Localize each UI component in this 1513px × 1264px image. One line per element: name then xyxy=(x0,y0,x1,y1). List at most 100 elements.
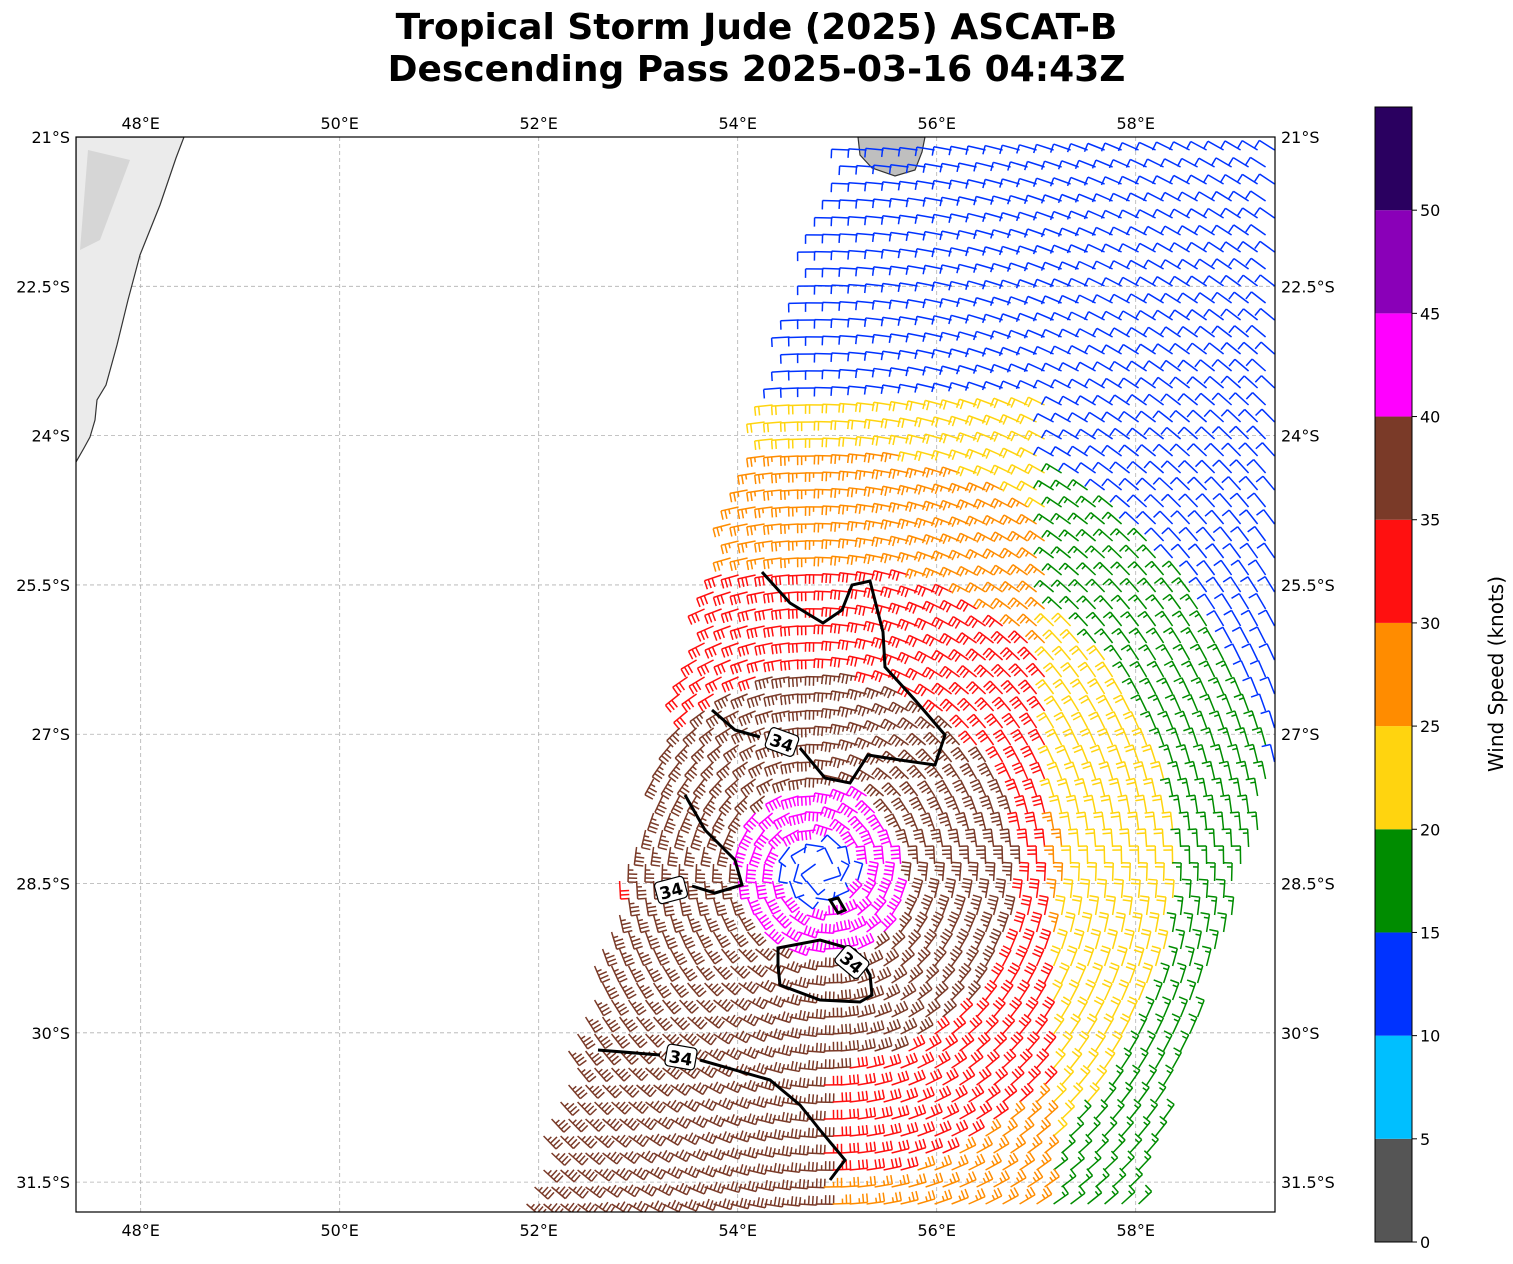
wind-barb xyxy=(1230,610,1242,627)
wind-barb-flag xyxy=(1022,652,1031,660)
wind-barb xyxy=(1022,613,1038,627)
wind-barb-flag xyxy=(942,501,948,511)
wind-barb xyxy=(1165,393,1182,406)
wind-barb-flag xyxy=(1035,679,1044,686)
wind-barb xyxy=(1108,544,1123,559)
wind-barb-flag xyxy=(1117,277,1124,286)
wind-barb-flag xyxy=(730,700,736,710)
wind-barb-flag xyxy=(821,641,824,651)
wind-barb-flag xyxy=(1194,459,1203,468)
wind-barb-flag xyxy=(741,475,744,485)
wind-barb xyxy=(1191,275,1208,287)
wind-barb-flag xyxy=(1091,159,1097,169)
wind-barb xyxy=(1111,678,1123,695)
wind-barb-flag xyxy=(1033,613,1042,621)
wind-barb-flag xyxy=(914,214,918,224)
wind-barb-flag xyxy=(855,488,858,494)
wind-barb-flag xyxy=(880,384,884,395)
wind-barb-flag xyxy=(1033,601,1038,607)
wind-barb-flag xyxy=(1023,463,1030,473)
wind-barb xyxy=(681,693,698,705)
wind-barb-flag xyxy=(1212,811,1222,814)
wind-barb-flag xyxy=(733,595,738,605)
wind-barb-flag xyxy=(1015,346,1021,356)
wind-barb-flag xyxy=(1254,274,1261,283)
wind-barb xyxy=(1220,559,1233,576)
wind-barb-flag xyxy=(965,247,969,257)
wind-barb-flag xyxy=(873,849,883,852)
wind-barb-flag xyxy=(1067,479,1074,488)
wind-barb-flag xyxy=(1010,398,1016,408)
wind-barb-flag xyxy=(846,655,850,666)
wind-barb xyxy=(941,297,960,304)
wind-barb-flag xyxy=(1228,899,1234,902)
wind-barb-flag xyxy=(880,553,884,563)
wind-barb-flag xyxy=(1117,176,1123,185)
wind-barb-flag xyxy=(1177,359,1184,368)
wind-barb-flag xyxy=(729,715,735,724)
wind-barb-flag xyxy=(1113,694,1122,700)
wind-barb-flag xyxy=(1167,597,1173,602)
wind-barb-flag xyxy=(1230,559,1239,566)
wind-barb-flag xyxy=(887,656,892,666)
wind-barb-flag xyxy=(981,535,986,542)
wind-barb-flag xyxy=(917,685,924,695)
wind-barb-flag xyxy=(1187,543,1196,551)
wind-barb-flag xyxy=(1015,245,1021,255)
wind-barb xyxy=(1029,563,1046,576)
wind-barb xyxy=(1028,496,1045,508)
wind-barb-flag xyxy=(1083,143,1089,153)
wind-barb xyxy=(1212,576,1225,593)
wind-barb-flag xyxy=(1245,291,1253,300)
wind-barb-flag xyxy=(935,861,945,864)
wind-barb-flag xyxy=(669,737,677,745)
wind-barb-flag xyxy=(1169,476,1178,485)
wind-barb-flag xyxy=(945,603,952,613)
wind-barb-flag xyxy=(1237,308,1245,317)
wind-barb-flag xyxy=(1015,480,1022,490)
wind-barb-flag xyxy=(971,719,980,727)
wind-barb-flag xyxy=(883,708,887,714)
wind-barb-flag xyxy=(1135,477,1143,486)
wind-barb-flag xyxy=(691,731,696,737)
wind-barb-flag xyxy=(1254,375,1263,383)
wind-barb-flag xyxy=(1017,836,1027,839)
wind-barb-flag xyxy=(1126,527,1135,536)
wind-barb-flag xyxy=(863,317,867,327)
wind-barb xyxy=(1113,360,1130,372)
wind-barb-flag xyxy=(951,861,962,864)
wind-barb-flag xyxy=(854,638,858,648)
wind-barb-flag xyxy=(922,231,926,241)
wind-barb-flag xyxy=(1164,882,1174,885)
wind-barb-flag xyxy=(867,487,871,497)
wind-barb xyxy=(924,230,943,236)
wind-barb-flag xyxy=(694,612,700,622)
wind-barb-flag xyxy=(895,639,900,649)
wind-barb-flag xyxy=(962,603,969,612)
wind-barb xyxy=(1098,495,1114,508)
wind-barb xyxy=(839,334,858,338)
wind-barb-flag xyxy=(863,520,867,530)
wind-barb xyxy=(754,472,773,476)
wind-barb-flag xyxy=(965,213,969,223)
wind-barb-flag xyxy=(1006,719,1015,726)
wind-barb-flag xyxy=(746,595,750,605)
wind-barb-flag xyxy=(870,656,875,666)
wind-barb-flag xyxy=(970,840,976,843)
wind-barb xyxy=(1233,190,1249,202)
wind-barb-flag xyxy=(1257,576,1266,582)
wind-barb-flag xyxy=(1015,380,1021,390)
wind-barb-flag xyxy=(1169,443,1177,452)
wind-barb xyxy=(1167,527,1182,542)
wind-barb xyxy=(856,300,875,304)
wind-barb xyxy=(1004,580,1021,593)
wind-barb-flag xyxy=(1161,815,1172,818)
wind-barb-flag xyxy=(1067,512,1074,521)
wind-barb-flag xyxy=(757,508,761,518)
wind-barb xyxy=(746,421,765,425)
wind-barb-flag xyxy=(951,651,958,660)
wind-barb-flag xyxy=(1161,527,1169,535)
wind-barb-flag xyxy=(858,538,862,548)
wind-barb-flag xyxy=(1211,392,1219,401)
wind-barb xyxy=(1078,711,1089,729)
